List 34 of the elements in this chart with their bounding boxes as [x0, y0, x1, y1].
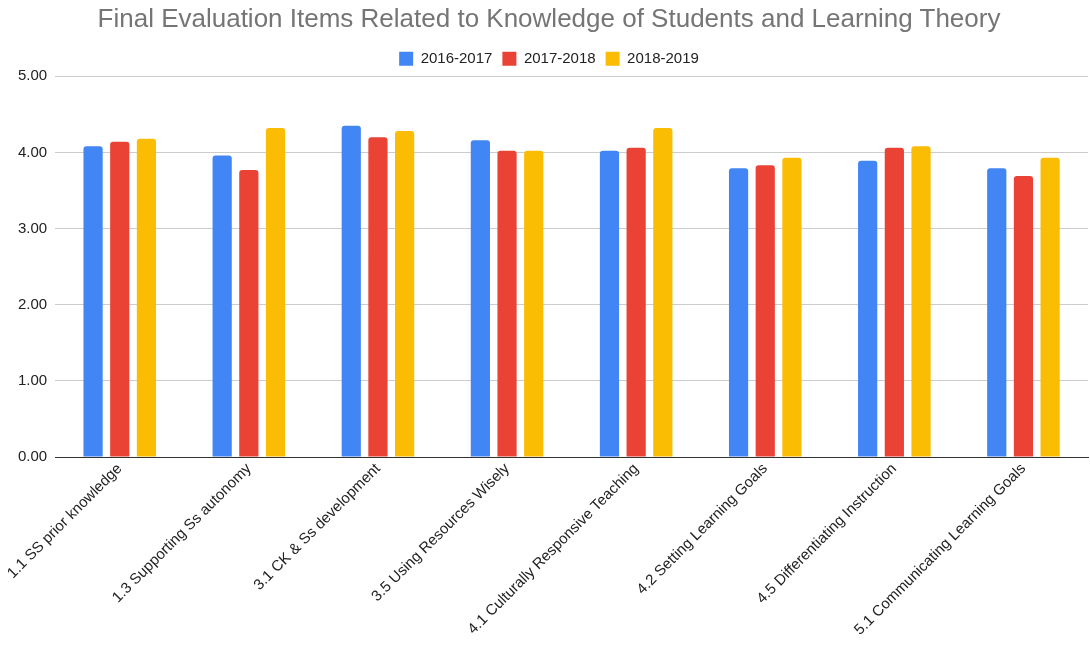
bar — [368, 137, 388, 457]
bar — [1040, 157, 1060, 457]
legend-label: 2016-2017 — [420, 48, 493, 66]
bar — [1013, 175, 1034, 457]
bar — [599, 150, 620, 457]
bar — [83, 146, 103, 457]
bar — [911, 146, 931, 457]
y-tick-label: 0.00 — [17, 447, 48, 465]
y-tick-label: 1.00 — [17, 370, 48, 388]
bar — [239, 169, 259, 457]
bar — [212, 155, 232, 457]
y-tick-label: 3.00 — [17, 218, 48, 236]
chart-title: Final Evaluation Items Related to Knowledge of Students and Learning Theory — [97, 2, 1001, 33]
bar — [858, 160, 878, 457]
bar — [884, 147, 904, 457]
y-tick-label: 4.00 — [17, 142, 48, 160]
bar — [728, 168, 749, 457]
legend-label: 2018-2019 — [627, 48, 699, 66]
bar — [524, 150, 544, 457]
bar — [626, 147, 646, 457]
bar — [470, 140, 490, 457]
bar — [395, 131, 415, 457]
bar — [110, 141, 130, 457]
legend-label: 2017-2018 — [523, 48, 596, 66]
bar — [755, 165, 775, 457]
bar — [653, 127, 673, 457]
bar — [782, 157, 802, 457]
bar — [341, 125, 361, 457]
bar — [265, 127, 286, 457]
bar — [497, 150, 517, 457]
y-tick-label: 2.00 — [17, 294, 48, 312]
bar — [136, 138, 157, 457]
bar — [987, 168, 1007, 457]
y-tick-label: 5.00 — [17, 66, 48, 84]
